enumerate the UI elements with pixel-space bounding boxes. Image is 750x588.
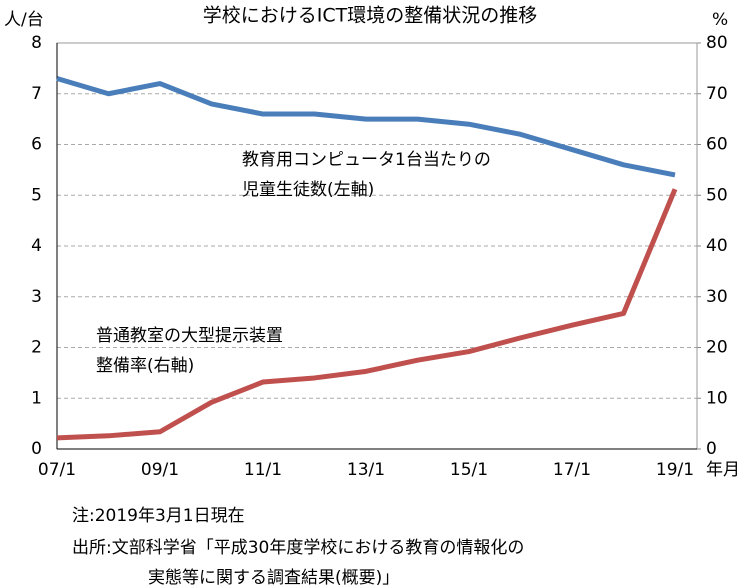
x-tick-label: 17/1 — [553, 460, 591, 480]
y2-tick-label: 40 — [706, 236, 728, 256]
x-axis-label: 年月 — [706, 460, 740, 480]
x-tick-label: 15/1 — [450, 460, 488, 480]
series-line — [56, 76, 676, 178]
x-tick-label: 13/1 — [347, 460, 385, 480]
y-tick-label: 0 — [31, 439, 42, 459]
y-tick-label: 6 — [31, 135, 42, 155]
series-line — [56, 188, 678, 441]
series-label: 児童生徒数(左軸) — [242, 180, 374, 200]
y-tick-label: 7 — [31, 84, 42, 104]
y-tick-label: 8 — [31, 33, 42, 53]
x-tick-label: 19/1 — [656, 460, 694, 480]
y2-axis-label: % — [712, 10, 728, 30]
note: 注:2019年3月1日現在 — [72, 506, 245, 526]
x-tick-label: 07/1 — [38, 460, 76, 480]
chart-title: 学校におけるICT環境の整備状況の推移 — [203, 5, 537, 27]
plot-border — [56, 42, 698, 450]
note: 出所:文部科学省「平成30年度学校における教育の情報化の — [72, 538, 524, 558]
note: 実態等に関する調査結果(概要)」 — [148, 568, 399, 588]
y2-tick-label: 10 — [706, 388, 728, 408]
y2-tick-label: 0 — [706, 439, 717, 459]
y2-tick-label: 20 — [706, 338, 728, 358]
x-tick-label: 09/1 — [141, 460, 179, 480]
y2-tick-label: 70 — [706, 84, 728, 104]
y2-tick-label: 50 — [706, 185, 728, 205]
y-tick-label: 1 — [31, 388, 42, 408]
y-tick-label: 2 — [31, 338, 42, 358]
y-tick-label: 3 — [31, 287, 42, 307]
y-axis-label: 人/台 — [4, 10, 44, 30]
y2-tick-label: 80 — [706, 33, 728, 53]
series-label: 整備率(右軸) — [96, 356, 194, 376]
series-label: 普通教室の大型提示装置 — [96, 326, 283, 346]
y2-tick-label: 60 — [706, 135, 728, 155]
x-tick-label: 11/1 — [244, 460, 282, 480]
y-tick-label: 4 — [31, 236, 42, 256]
y2-tick-label: 30 — [706, 287, 728, 307]
y-tick-label: 5 — [31, 185, 42, 205]
series-label: 教育用コンピュータ1台当たりの — [242, 150, 491, 170]
